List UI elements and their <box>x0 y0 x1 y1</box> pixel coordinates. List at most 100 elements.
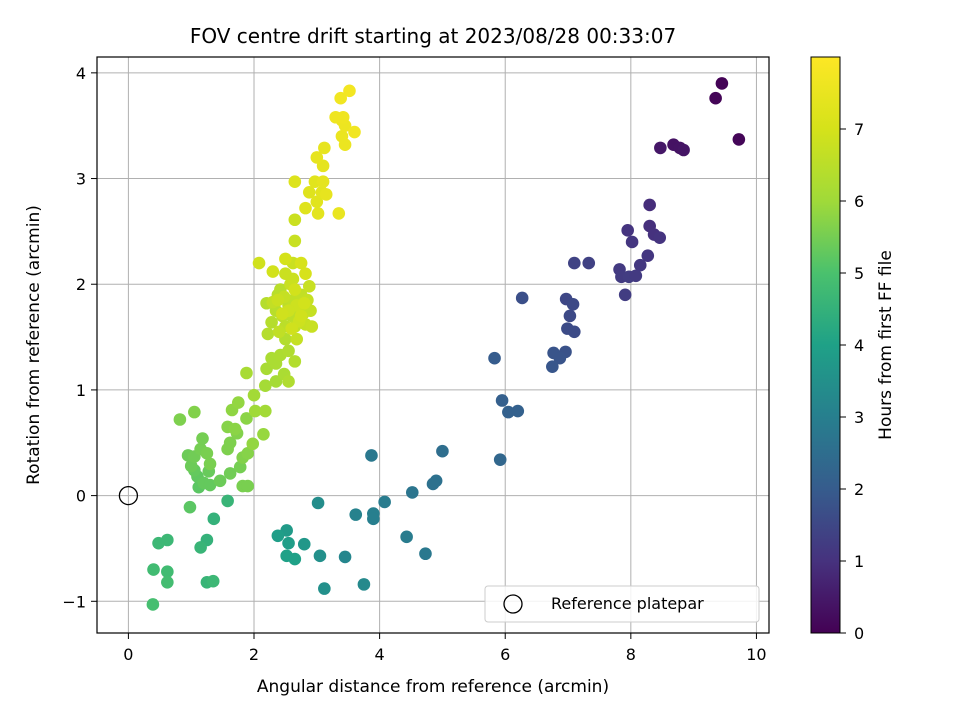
data-point <box>266 265 280 278</box>
data-point <box>488 351 501 365</box>
data-points <box>146 77 746 611</box>
data-point <box>184 459 198 473</box>
data-point <box>329 110 342 124</box>
data-point <box>302 185 316 199</box>
data-point <box>207 512 221 526</box>
data-point <box>568 256 581 270</box>
data-point <box>221 494 234 508</box>
colorbar-tick-label: 6 <box>854 192 864 211</box>
y-axis-ticks: −1 0 1 2 3 4 <box>62 64 97 611</box>
data-point <box>290 332 304 346</box>
reference-marker <box>118 485 139 506</box>
data-point <box>146 598 160 611</box>
data-point <box>241 479 255 493</box>
data-point <box>299 267 312 280</box>
data-point <box>732 133 746 146</box>
data-point <box>265 315 278 329</box>
data-point <box>515 291 529 305</box>
y-tick-label: −1 <box>62 592 86 611</box>
reference-point <box>118 485 139 506</box>
data-point <box>259 404 272 418</box>
data-point <box>272 325 286 339</box>
data-point <box>365 449 378 462</box>
data-point <box>643 198 656 212</box>
data-point <box>299 201 312 215</box>
data-point <box>173 413 187 426</box>
data-point <box>677 143 690 157</box>
data-point <box>378 495 391 509</box>
colorbar-tick-label: 2 <box>854 480 864 499</box>
data-point <box>709 91 722 105</box>
data-point <box>633 258 647 272</box>
colorbar: 0 1 2 3 4 5 6 7 Hours from first FF file <box>810 56 896 643</box>
data-point <box>282 344 295 358</box>
data-point <box>200 447 214 460</box>
data-point <box>282 536 295 550</box>
data-point <box>288 234 302 248</box>
data-point <box>653 231 667 245</box>
data-point <box>203 457 217 471</box>
colorbar-tick-label: 4 <box>854 336 864 355</box>
y-tick-label: 1 <box>76 381 86 400</box>
x-tick-label: 0 <box>123 645 133 664</box>
colorbar-tick-label: 1 <box>854 552 864 571</box>
data-point <box>240 366 253 380</box>
data-point <box>261 327 275 341</box>
data-point <box>553 351 567 365</box>
data-point <box>641 249 655 262</box>
data-point <box>546 360 559 373</box>
data-point <box>343 84 356 98</box>
data-point <box>338 550 352 564</box>
data-point <box>297 537 311 551</box>
data-point <box>302 280 316 293</box>
data-point <box>319 188 333 201</box>
data-point <box>213 474 227 488</box>
data-point <box>348 125 361 139</box>
data-point <box>285 322 298 335</box>
data-point <box>419 547 432 561</box>
colorbar-gradient <box>810 56 841 634</box>
legend: Reference platepar <box>484 585 760 623</box>
data-point <box>715 77 729 90</box>
data-point <box>338 138 352 152</box>
data-point <box>269 375 283 388</box>
data-point <box>288 213 302 227</box>
y-tick-label: 4 <box>76 64 86 83</box>
data-point <box>161 565 174 579</box>
data-point <box>310 195 324 209</box>
plot-frame <box>96 56 770 634</box>
data-point <box>247 388 261 402</box>
data-point <box>196 432 209 445</box>
data-point <box>568 325 581 339</box>
data-point <box>194 541 207 554</box>
legend-box <box>484 585 760 623</box>
data-point <box>310 151 324 164</box>
data-point <box>203 478 217 492</box>
data-point <box>618 288 632 302</box>
data-point <box>305 320 319 333</box>
data-point <box>621 224 634 237</box>
data-point <box>275 307 289 321</box>
data-point <box>288 175 302 189</box>
data-point <box>241 447 255 460</box>
data-point <box>426 477 440 491</box>
data-point <box>502 405 515 419</box>
data-point <box>582 256 596 270</box>
y-tick-label: 2 <box>76 275 86 294</box>
data-point <box>288 552 302 566</box>
data-point <box>223 436 237 450</box>
data-point <box>311 207 325 220</box>
data-point <box>260 362 273 376</box>
data-point <box>188 405 201 419</box>
data-point <box>228 422 242 436</box>
data-point <box>206 574 220 588</box>
data-point <box>495 394 509 407</box>
data-point <box>318 582 331 595</box>
data-point <box>332 207 346 220</box>
y-tick-label: 0 <box>76 487 86 506</box>
data-point <box>294 309 308 323</box>
data-point <box>279 267 292 280</box>
grid-lines <box>97 57 769 633</box>
data-point <box>367 512 380 526</box>
data-point <box>313 549 327 563</box>
